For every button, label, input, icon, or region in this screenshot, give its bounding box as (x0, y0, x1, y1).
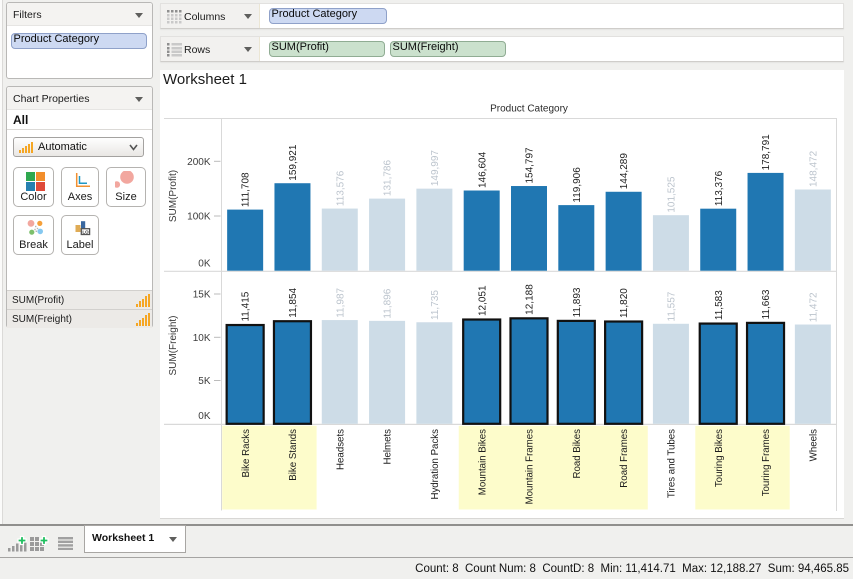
svg-text:11,415: 11,415 (241, 291, 252, 321)
svg-text:Hydration Packs: Hydration Packs (430, 429, 441, 500)
svg-text:11,893: 11,893 (572, 287, 583, 317)
svg-text:144,289: 144,289 (619, 153, 630, 190)
svg-text:Bike Stands: Bike Stands (288, 429, 299, 481)
svg-text:5K: 5K (198, 376, 211, 387)
svg-text:0K: 0K (198, 411, 211, 422)
svg-text:119,906: 119,906 (572, 167, 583, 203)
svg-text:Road Bikes: Road Bikes (572, 429, 583, 479)
svg-text:101,525: 101,525 (667, 176, 678, 213)
svg-text:Bike Racks: Bike Racks (241, 429, 252, 478)
svg-text:Headsets: Headsets (335, 429, 346, 470)
svg-text:113,576: 113,576 (335, 170, 346, 206)
svg-text:Tires and Tubes: Tires and Tubes (667, 429, 678, 498)
svg-text:LO: LO (82, 230, 89, 235)
svg-text:131,786: 131,786 (383, 160, 394, 197)
svg-text:11,820: 11,820 (619, 288, 630, 318)
svg-text:146,604: 146,604 (477, 151, 488, 188)
svg-text:SUM(Profit): SUM(Profit) (168, 170, 179, 222)
svg-text:154,797: 154,797 (525, 147, 536, 184)
svg-text:100K: 100K (187, 212, 211, 223)
svg-text:12,051: 12,051 (477, 285, 488, 316)
svg-text:11,557: 11,557 (667, 291, 678, 321)
svg-text:11,735: 11,735 (430, 290, 441, 320)
svg-text:Road Frames: Road Frames (619, 429, 630, 488)
svg-text:111,708: 111,708 (241, 172, 252, 207)
svg-text:Helmets: Helmets (383, 429, 394, 465)
svg-text:10K: 10K (193, 333, 211, 344)
svg-text:0K: 0K (198, 259, 211, 270)
svg-text:11,472: 11,472 (808, 292, 819, 322)
svg-text:12,188: 12,188 (525, 284, 536, 315)
svg-text:11,896: 11,896 (383, 288, 394, 318)
svg-text:Mountain Frames: Mountain Frames (525, 429, 536, 505)
svg-text:Touring Frames: Touring Frames (761, 429, 772, 496)
svg-text:200K: 200K (187, 157, 211, 168)
svg-text:159,921: 159,921 (288, 144, 299, 181)
svg-text:11,987: 11,987 (335, 287, 346, 317)
svg-text:149,997: 149,997 (430, 150, 441, 187)
svg-text:Wheels: Wheels (808, 429, 819, 461)
svg-text:113,376: 113,376 (714, 170, 725, 206)
svg-text:Touring Bikes: Touring Bikes (714, 429, 725, 487)
svg-text:11,583: 11,583 (714, 290, 725, 320)
svg-text:178,791: 178,791 (761, 134, 772, 171)
svg-text:15K: 15K (193, 290, 211, 301)
svg-text:11,854: 11,854 (288, 287, 299, 317)
svg-text:Mountain Bikes: Mountain Bikes (477, 429, 488, 495)
svg-text:Product Category: Product Category (490, 104, 568, 115)
svg-text:148,472: 148,472 (808, 150, 819, 187)
svg-text:11,663: 11,663 (761, 289, 772, 319)
svg-text:SUM(Freight): SUM(Freight) (168, 315, 179, 375)
